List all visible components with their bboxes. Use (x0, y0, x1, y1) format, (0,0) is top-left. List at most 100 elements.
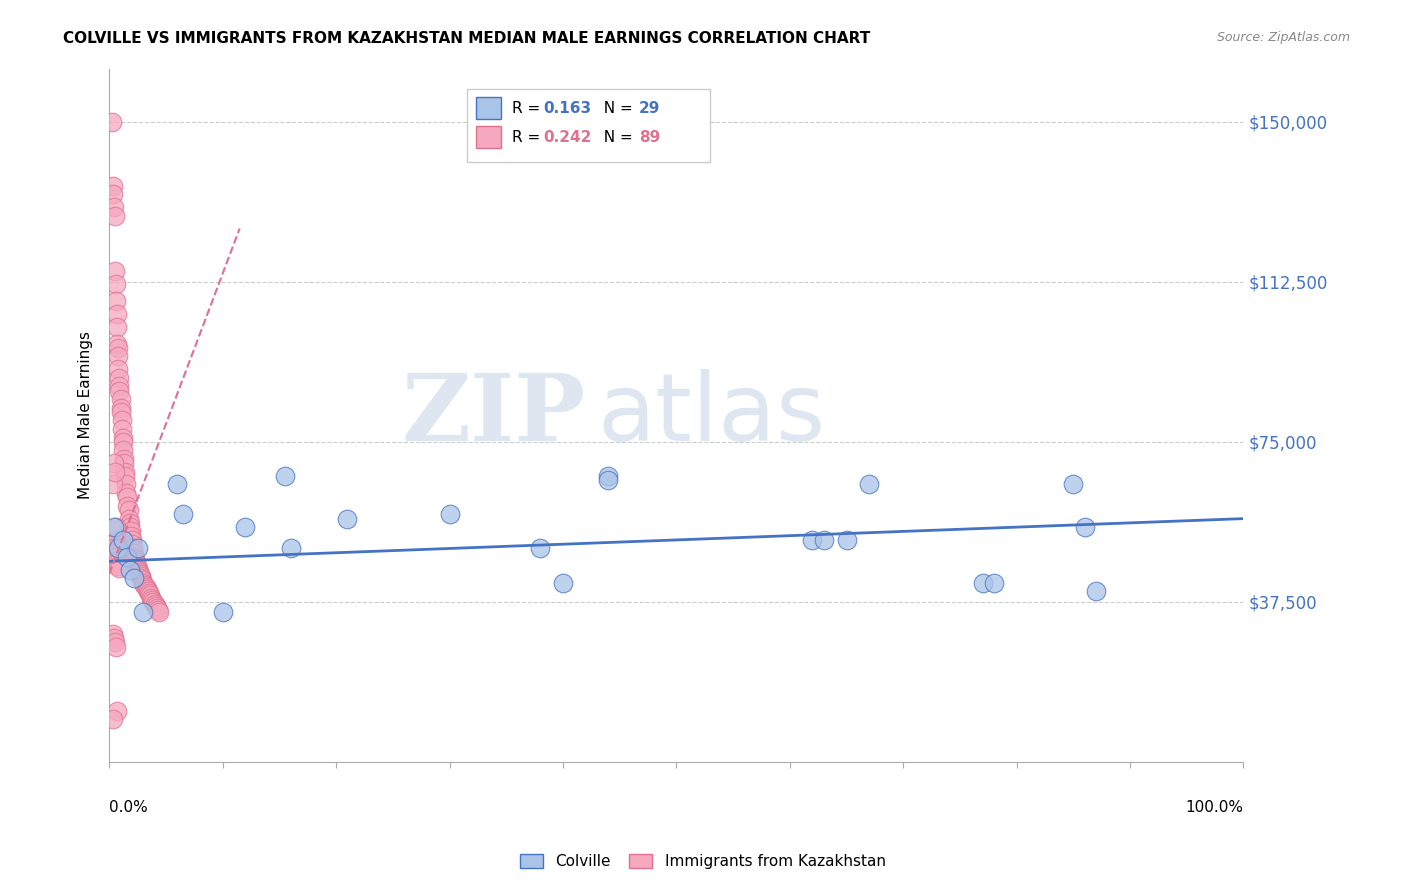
Point (108, 371, 131, 385)
Point (107, 541, 129, 556)
Point (112, 451, 135, 466)
Text: N =: N = (593, 101, 637, 116)
Text: 0.163: 0.163 (544, 101, 592, 116)
Point (336, 511, 359, 525)
Point (813, 533, 835, 547)
Point (111, 443, 134, 458)
Point (105, 554, 128, 568)
Point (142, 595, 165, 609)
Point (125, 557, 148, 571)
Text: 0.0%: 0.0% (110, 800, 148, 815)
Point (139, 588, 162, 602)
Point (121, 533, 143, 547)
Point (101, 477, 124, 491)
Point (146, 601, 169, 615)
Point (104, 549, 127, 564)
Point (122, 546, 145, 560)
Point (101, 712, 124, 726)
Point (108, 560, 131, 574)
Point (143, 597, 166, 611)
FancyBboxPatch shape (475, 97, 501, 120)
Text: R =: R = (512, 129, 546, 145)
Point (117, 503, 139, 517)
Point (120, 524, 142, 539)
Point (801, 533, 824, 547)
Point (132, 606, 155, 620)
Point (835, 533, 858, 547)
Point (129, 571, 152, 585)
Point (122, 541, 145, 556)
Point (983, 575, 1005, 590)
Point (105, 704, 128, 718)
Point (103, 520, 125, 534)
Point (128, 565, 150, 579)
Point (105, 307, 128, 321)
Point (1062, 477, 1084, 491)
Text: 89: 89 (638, 129, 661, 145)
Point (529, 541, 551, 556)
Point (280, 541, 302, 556)
Point (141, 591, 163, 605)
Point (148, 606, 170, 620)
Point (551, 575, 574, 590)
Point (120, 529, 142, 543)
Point (274, 469, 297, 483)
Point (103, 631, 125, 645)
Point (145, 599, 167, 613)
Point (105, 640, 128, 654)
Point (598, 469, 620, 483)
Point (117, 511, 139, 525)
Point (117, 549, 139, 564)
Point (211, 606, 233, 620)
FancyBboxPatch shape (475, 126, 501, 148)
Point (141, 592, 163, 607)
Point (103, 456, 125, 470)
Point (115, 477, 138, 491)
Point (104, 264, 127, 278)
Point (101, 187, 124, 202)
Point (110, 401, 132, 415)
Text: ZIP: ZIP (401, 370, 586, 460)
Point (1073, 520, 1095, 534)
Point (105, 520, 128, 534)
Point (134, 578, 156, 592)
Point (118, 563, 141, 577)
Text: N =: N = (593, 129, 637, 145)
Point (858, 477, 880, 491)
Point (127, 560, 149, 574)
Point (135, 580, 157, 594)
Point (108, 379, 131, 393)
Point (117, 490, 139, 504)
Point (127, 563, 149, 577)
Point (118, 516, 141, 530)
Text: atlas: atlas (598, 369, 825, 461)
Text: 0.242: 0.242 (544, 129, 592, 145)
Point (107, 558, 129, 573)
Point (100, 115, 122, 129)
Point (105, 557, 128, 571)
Point (115, 486, 138, 500)
Point (1085, 584, 1108, 599)
Point (107, 362, 129, 376)
Point (107, 341, 129, 355)
Point (118, 520, 141, 534)
Point (101, 541, 124, 556)
Point (103, 546, 125, 560)
Text: 100.0%: 100.0% (1185, 800, 1243, 815)
FancyBboxPatch shape (467, 89, 710, 162)
Point (105, 336, 128, 351)
Text: R =: R = (512, 101, 546, 116)
Point (146, 603, 169, 617)
Point (121, 537, 143, 551)
Point (111, 431, 134, 445)
Point (101, 627, 124, 641)
Point (104, 465, 127, 479)
Point (103, 537, 125, 551)
Point (117, 499, 139, 513)
Point (132, 575, 155, 590)
Point (114, 469, 136, 483)
Y-axis label: Median Male Earnings: Median Male Earnings (79, 331, 93, 500)
Point (131, 574, 153, 588)
Point (166, 477, 188, 491)
Point (125, 558, 148, 573)
